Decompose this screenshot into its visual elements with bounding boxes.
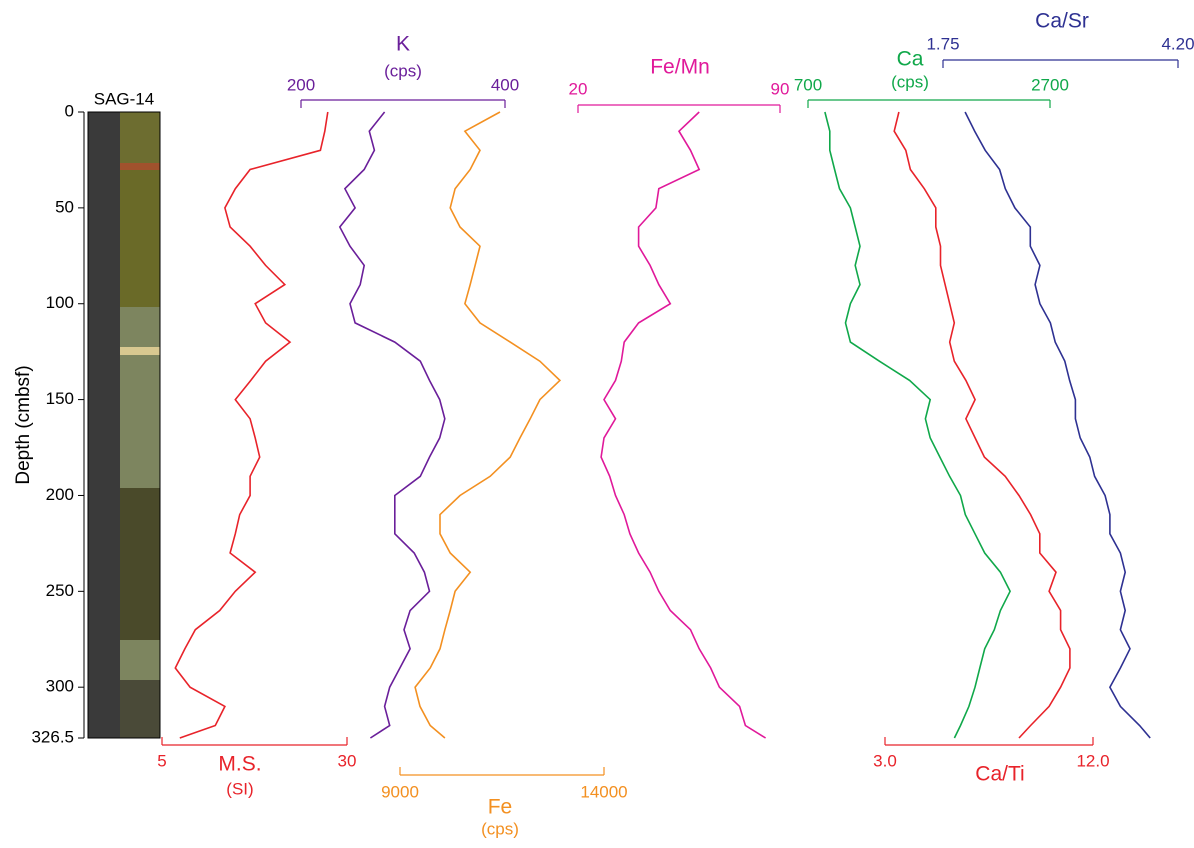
x-tick-label: 12.0: [1076, 751, 1109, 770]
lithology: [120, 347, 160, 355]
series-line: [965, 112, 1150, 738]
x-tick-label: 4.20: [1161, 34, 1194, 53]
x-tick-label: 20: [569, 79, 588, 98]
x-tick-label: 5: [157, 751, 166, 770]
y-tick-label: 150: [46, 389, 74, 408]
series-name: M.S.: [218, 753, 261, 776]
series-line: [825, 112, 1010, 738]
chart: SAG-14 Depth (cmbsf) 0 50 100 150 200 250 300 3…: [0, 0, 1194, 848]
lithology: [120, 355, 160, 488]
series-name: K: [396, 33, 410, 56]
series-unit: (cps): [384, 61, 422, 80]
y-axis-title: Depth (cmbsf): [13, 365, 34, 484]
series-line: [175, 112, 327, 738]
lithology: [120, 680, 160, 738]
x-tick-label: 14000: [580, 782, 627, 801]
lithology: [120, 163, 160, 170]
series-unit: (cps): [891, 72, 929, 91]
x-tick-label: 400: [491, 75, 519, 94]
x-tick-label: 200: [287, 75, 315, 94]
core-column: [88, 112, 160, 738]
series-line: [601, 112, 766, 738]
lithology: [120, 307, 160, 347]
series-name: Fe/Mn: [650, 56, 710, 79]
series-line: [894, 112, 1070, 738]
lithology: [120, 112, 160, 163]
y-tick-label: 300: [46, 677, 74, 696]
series-name: Ca: [897, 48, 924, 71]
series-line: [415, 112, 560, 738]
core-label: SAG-14: [94, 89, 154, 108]
x-tick-label: 90: [771, 79, 790, 98]
lithology: [120, 488, 160, 640]
x-tick-label: 700: [794, 75, 822, 94]
series-unit: (cps): [481, 819, 519, 838]
x-tick-label: 9000: [381, 782, 419, 801]
y-tick-label: 0: [65, 101, 74, 120]
core-image: [88, 112, 120, 738]
x-tick-label: 2700: [1031, 75, 1069, 94]
y-tick-label: 200: [46, 485, 74, 504]
x-tick-label: 1.75: [926, 34, 959, 53]
y-tick-label: 326.5: [31, 727, 74, 746]
page: SAG-14 Depth (cmbsf) 0 50 100 150 200 250 300 3…: [0, 0, 1194, 848]
y-tick-label: 250: [46, 581, 74, 600]
lithology: [120, 640, 160, 680]
x-tick-label: 30: [338, 751, 357, 770]
x-tick-label: 3.0: [873, 751, 897, 770]
series-name: Ca/Sr: [1035, 10, 1089, 33]
y-tick-label: 100: [46, 293, 74, 312]
series-line: [340, 112, 445, 738]
lithology: [120, 170, 160, 307]
y-tick-label: 50: [55, 197, 74, 216]
series-unit: (SI): [226, 779, 253, 798]
series-name: Ca/Ti: [975, 763, 1024, 786]
series-name: Fe: [488, 796, 513, 819]
